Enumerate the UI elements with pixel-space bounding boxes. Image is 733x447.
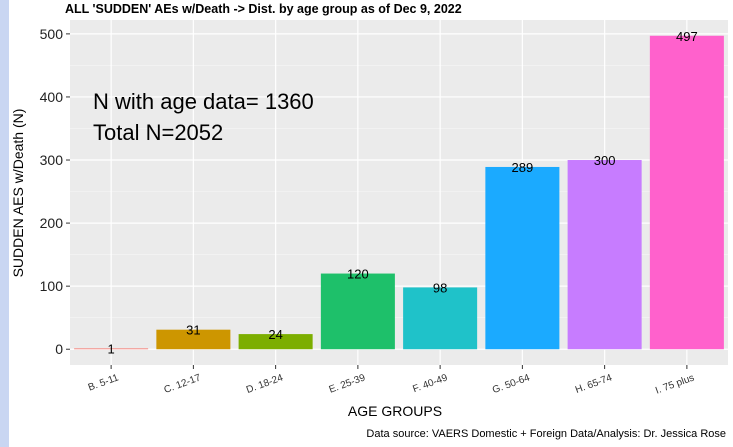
y-tick-label: 300 [40,152,64,168]
y-tick-label: 400 [40,89,64,105]
x-tick-label: F. 40-49 [411,372,449,395]
data-label-8: 497 [676,29,698,44]
y-axis-ticks: 0 100 200 300 400 500 [40,26,70,357]
bar-8 [650,36,724,349]
data-label-5: 98 [433,280,447,295]
annotation-total-n: Total N=2052 [93,120,223,145]
y-tick-label: 200 [40,215,64,231]
x-tick-label: B. 5-11 [87,372,121,393]
y-tick-label: 0 [55,341,63,357]
x-tick-label: D. 18-24 [245,372,285,396]
annotation-n-with-age: N with age data= 1360 [93,89,314,114]
x-tick-label: G. 50-64 [491,372,532,396]
chart-title: ALL 'SUDDEN' AEs w/Death -> Dist. by age… [65,2,462,16]
data-source-caption: Data source: VAERS Domestic + Foreign Da… [366,428,726,440]
bar-5 [403,287,477,349]
x-tick-label: C. 12-17 [163,372,203,396]
data-label-2: 31 [186,323,200,338]
x-tick-label: E. 25-39 [328,372,368,395]
data-label-4: 120 [347,267,369,282]
bar-4 [321,274,395,350]
x-axis-title: AGE GROUPS [348,403,442,419]
bar-chart: ALL 'SUDDEN' AEs w/Death -> Dist. by age… [9,0,733,447]
bar-7 [568,160,642,349]
data-label-6: 289 [512,160,534,175]
y-tick-label: 500 [40,26,64,42]
bar-6 [485,167,559,349]
data-label-1: 1 [108,342,115,357]
x-tick-label: I. 75 plus [654,372,696,396]
x-axis-ticks: B. 5-11 C. 12-17 D. 18-24 E. 25-39 F. 40-49 G… [87,365,696,397]
x-tick-label: H. 65-74 [574,372,614,396]
y-tick-label: 100 [40,278,64,294]
chart-frame: ALL 'SUDDEN' AEs w/Death -> Dist. by age… [9,0,733,447]
data-label-3: 24 [268,327,282,342]
data-label-7: 300 [594,153,616,168]
y-axis-title: SUDDEN AES w/Death (N) [10,109,26,278]
